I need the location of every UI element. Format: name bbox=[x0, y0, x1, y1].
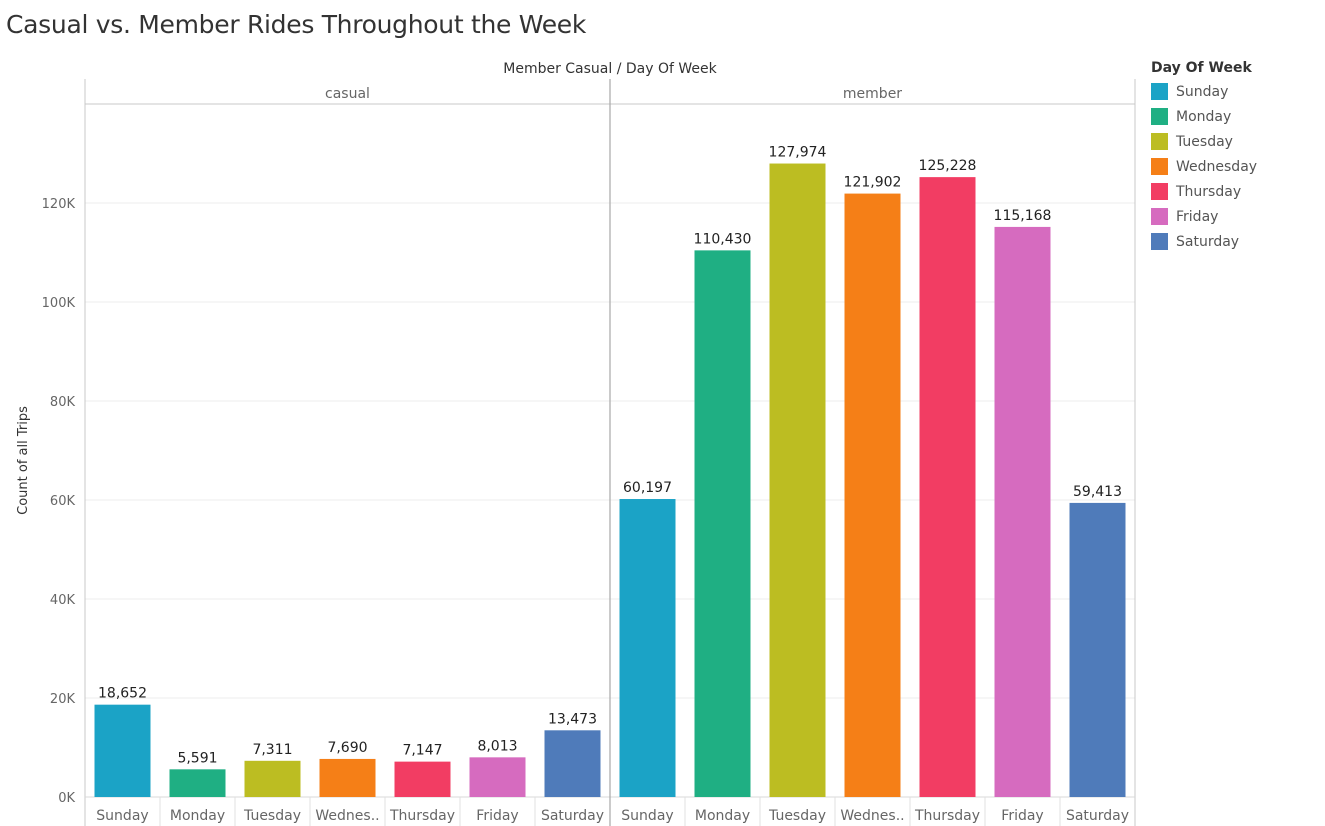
legend-swatch bbox=[1151, 208, 1168, 225]
bar-member-4 bbox=[919, 177, 976, 797]
data-label: 115,168 bbox=[994, 208, 1052, 224]
bar-casual-2 bbox=[244, 760, 301, 797]
legend-item: Tuesday bbox=[1151, 129, 1257, 154]
column-header: Member Casual / Day Of Week bbox=[503, 61, 717, 77]
legend-swatch bbox=[1151, 108, 1168, 125]
legend-item: Saturday bbox=[1151, 229, 1257, 254]
data-label: 59,413 bbox=[1073, 484, 1122, 500]
legend-label: Monday bbox=[1176, 108, 1232, 125]
data-label: 13,473 bbox=[548, 711, 597, 727]
data-label: 8,013 bbox=[477, 738, 517, 754]
legend-swatch bbox=[1151, 233, 1168, 250]
chart-title: Casual vs. Member Rides Throughout the W… bbox=[6, 10, 587, 39]
legend-item: Sunday bbox=[1151, 79, 1257, 104]
bar-casual-1 bbox=[169, 769, 226, 797]
legend-title: Day Of Week bbox=[1151, 60, 1252, 76]
data-label: 110,430 bbox=[694, 231, 752, 247]
y-tick-label: 40K bbox=[50, 593, 76, 608]
x-tick-label: Wedneѕ.. bbox=[315, 808, 379, 824]
legend-label: Saturday bbox=[1176, 233, 1240, 250]
x-tick-label: Monday bbox=[170, 808, 225, 824]
y-tick-label: 80K bbox=[50, 395, 76, 410]
legend-swatch bbox=[1151, 158, 1168, 175]
x-tick-label: Saturday bbox=[1066, 808, 1129, 824]
legend-item: Monday bbox=[1151, 104, 1257, 129]
bar-casual-0 bbox=[94, 704, 151, 797]
legend-swatch bbox=[1151, 83, 1168, 100]
x-tick-label: Sunday bbox=[96, 808, 148, 824]
data-label: 127,974 bbox=[769, 145, 827, 161]
y-tick-label: 100K bbox=[42, 296, 76, 311]
y-tick-label: 60K bbox=[50, 494, 76, 509]
y-tick-label: 20K bbox=[50, 692, 76, 707]
bar-casual-6 bbox=[544, 730, 601, 797]
data-label: 7,690 bbox=[327, 740, 367, 756]
legend-item: Thursday bbox=[1151, 179, 1257, 204]
x-tick-label: Tuesday bbox=[243, 808, 301, 824]
data-label: 60,197 bbox=[623, 480, 672, 496]
legend-swatch bbox=[1151, 133, 1168, 150]
data-label: 7,147 bbox=[402, 743, 442, 759]
panel-header-casual: casual bbox=[325, 86, 370, 102]
bar-casual-3 bbox=[319, 758, 376, 797]
data-label: 125,228 bbox=[919, 158, 977, 174]
legend-label: Sunday bbox=[1176, 83, 1229, 100]
x-tick-label: Monday bbox=[695, 808, 750, 824]
legend-item: Wednesday bbox=[1151, 154, 1257, 179]
legend-swatch bbox=[1151, 183, 1168, 200]
y-tick-label: 0K bbox=[58, 791, 75, 806]
data-label: 7,311 bbox=[252, 742, 292, 758]
x-tick-label: Thursday bbox=[914, 808, 980, 824]
panel-header-member: member bbox=[843, 86, 902, 102]
x-tick-label: Sunday bbox=[621, 808, 673, 824]
bar-member-1 bbox=[694, 250, 751, 797]
bar-casual-4 bbox=[394, 761, 451, 797]
legend-label: Wednesday bbox=[1176, 158, 1258, 175]
bar-member-6 bbox=[1069, 502, 1126, 797]
legend-label: Thursday bbox=[1176, 183, 1242, 200]
x-tick-label: Friday bbox=[476, 808, 518, 824]
bar-member-0 bbox=[619, 499, 676, 797]
legend-label: Tuesday bbox=[1176, 133, 1233, 150]
legend-label: Friday bbox=[1176, 208, 1219, 225]
data-label: 18,652 bbox=[98, 686, 147, 702]
data-label: 121,902 bbox=[844, 175, 902, 191]
bar-member-5 bbox=[994, 226, 1051, 797]
legend-item: Friday bbox=[1151, 204, 1257, 229]
x-tick-label: Thursday bbox=[389, 808, 455, 824]
data-label: 5,591 bbox=[177, 750, 217, 766]
bar-member-3 bbox=[844, 193, 901, 798]
y-tick-label: 120K bbox=[42, 197, 76, 212]
x-tick-label: Wedneѕ.. bbox=[840, 808, 904, 824]
y-axis-label: Count of all Trips bbox=[16, 406, 31, 515]
bar-member-2 bbox=[769, 163, 826, 798]
x-tick-label: Tuesday bbox=[768, 808, 826, 824]
x-tick-label: Saturday bbox=[541, 808, 604, 824]
bar-casual-5 bbox=[469, 757, 526, 797]
legend: Day Of Week Sunday Monday Tuesday Wednesday… bbox=[1151, 60, 1257, 254]
x-tick-label: Friday bbox=[1001, 808, 1043, 824]
